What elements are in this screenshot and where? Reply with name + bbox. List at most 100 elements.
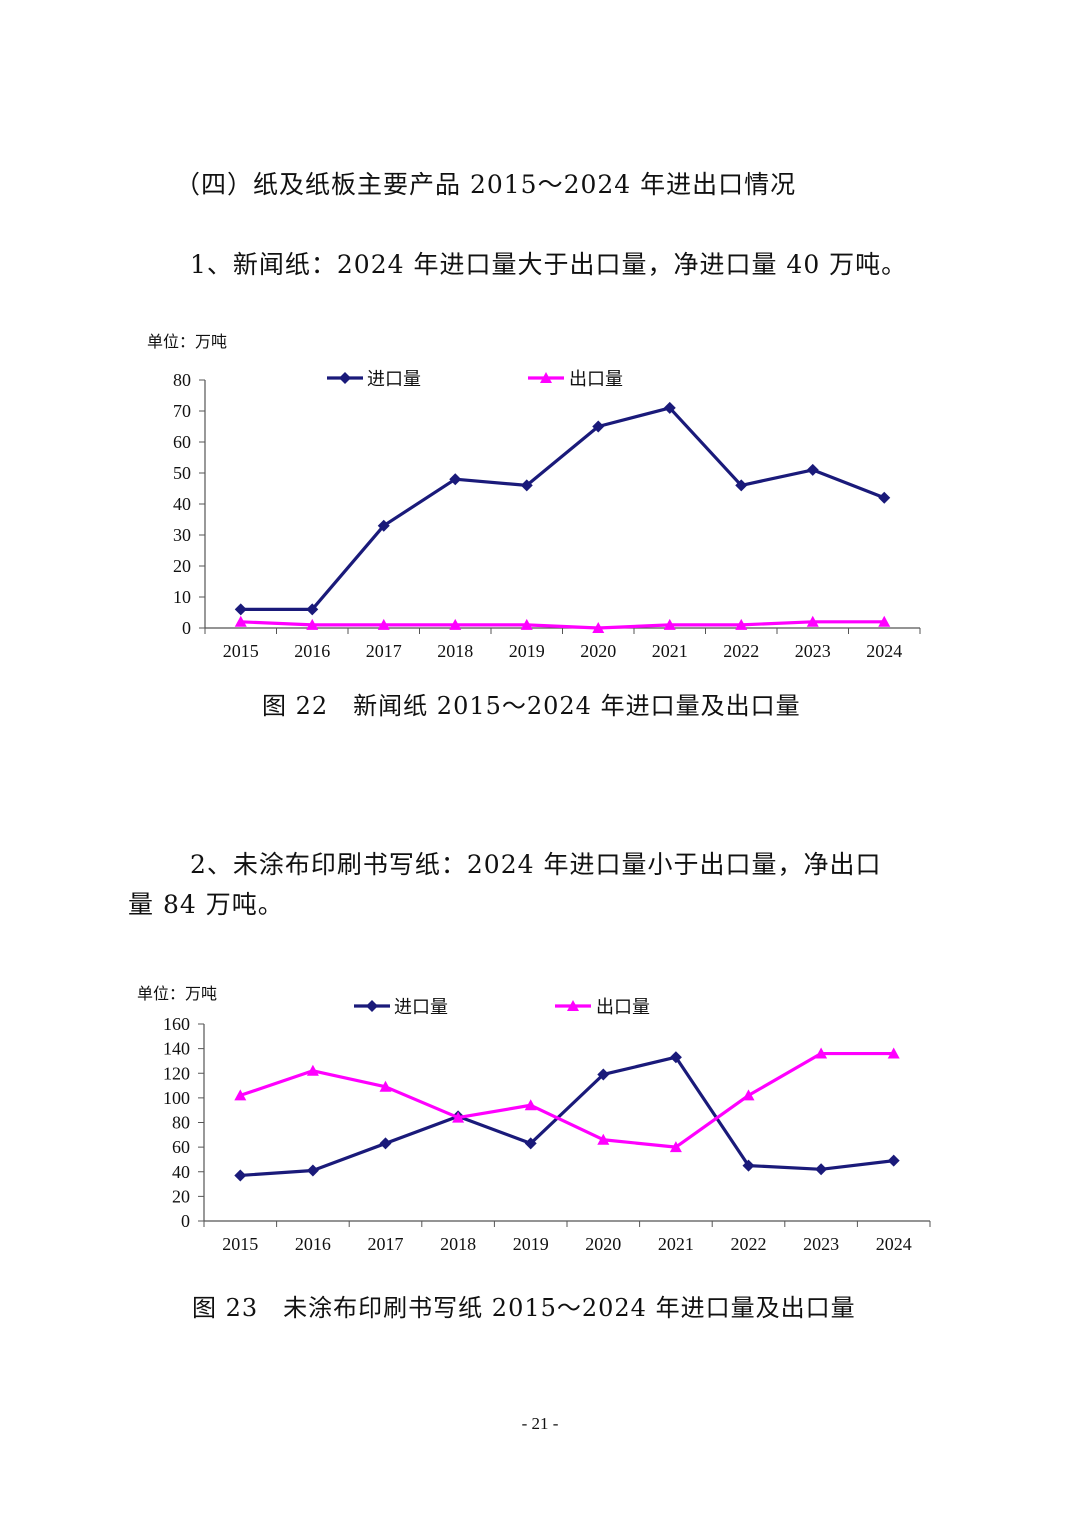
data-point	[234, 1089, 247, 1101]
y-tick-label: 60	[172, 1137, 190, 1157]
chart-newsprint: 单位：万吨 0 10 20 30 40 50 60 70 80 2015 2016 2017 2018 20…	[147, 332, 921, 661]
legend-marker	[366, 1000, 378, 1012]
y-tick-label: 140	[163, 1039, 190, 1059]
unit-label: 单位：万吨	[137, 984, 217, 1003]
x-tick-label: 2020	[580, 641, 616, 661]
x-tick-label: 2023	[795, 641, 831, 661]
data-point	[592, 420, 605, 433]
legend-label: 进口量	[367, 369, 421, 390]
paragraph-newsprint: 1、新闻纸：2024 年进口量大于出口量，净进口量 40 万吨。	[190, 250, 908, 279]
x-tick-label: 2016	[294, 641, 330, 661]
data-point	[520, 479, 533, 492]
x-tick-label: 2024	[876, 1234, 912, 1254]
data-point	[306, 603, 319, 616]
x-tick-label: 2022	[731, 1234, 767, 1254]
legend-item: 进口量	[354, 997, 448, 1018]
data-point	[234, 1169, 247, 1182]
y-tick-label: 120	[163, 1063, 190, 1083]
data-point	[377, 618, 390, 630]
x-tick-label: 2015	[222, 1234, 258, 1254]
x-tick-label: 2018	[437, 641, 473, 661]
data-point	[520, 618, 533, 630]
paragraph-uncoated-line2: 量 84 万吨。	[128, 890, 284, 919]
y-tick-label: 160	[163, 1014, 190, 1034]
y-tick-label: 0	[181, 1211, 190, 1231]
y-tick-label: 10	[173, 587, 191, 607]
data-point	[379, 1137, 392, 1150]
legend-item: 出口量	[555, 997, 650, 1018]
series-line	[240, 406, 885, 612]
data-point	[878, 615, 891, 627]
x-tick-label: 2019	[509, 641, 545, 661]
section-title: （四）纸及纸板主要产品 2015～2024 年进出口情况	[175, 170, 797, 199]
data-point	[379, 1080, 392, 1092]
data-point	[449, 473, 462, 486]
x-tick-label: 2015	[223, 641, 259, 661]
chart-uncoated-paper: 单位：万吨 0 20 40 60 80 100 120 140 160 2015 2016 2017 20…	[137, 984, 931, 1254]
x-tick-label: 2024	[866, 641, 902, 661]
data-point	[377, 519, 390, 532]
x-tick-label: 2021	[652, 641, 688, 661]
x-tick-label: 2019	[513, 1234, 549, 1254]
figure-caption-22: 图 22 新闻纸 2015～2024 年进口量及出口量	[262, 692, 801, 720]
y-tick-label: 40	[173, 494, 191, 514]
x-tick-label: 2023	[803, 1234, 839, 1254]
data-point	[306, 1164, 319, 1177]
figure-caption-23: 图 23 未涂布印刷书写纸 2015～2024 年进口量及出口量	[192, 1294, 856, 1322]
legend-label: 进口量	[394, 997, 448, 1018]
data-point	[742, 1159, 755, 1172]
data-point	[306, 618, 319, 630]
legend-marker	[339, 372, 351, 384]
series-import	[234, 401, 891, 616]
series-export	[234, 615, 891, 633]
series-export	[234, 1047, 900, 1153]
legend-item: 出口量	[528, 369, 623, 390]
legend-marker	[567, 1000, 579, 1011]
data-point	[524, 1137, 537, 1150]
unit-label: 单位：万吨	[147, 332, 227, 351]
y-tick-label: 20	[173, 556, 191, 576]
data-point	[742, 1089, 755, 1101]
data-point	[669, 1141, 682, 1153]
y-tick-label: 20	[172, 1186, 190, 1206]
page-number: - 21 -	[521, 1414, 559, 1433]
y-tick-label: 40	[172, 1162, 190, 1182]
x-tick-label: 2018	[440, 1234, 476, 1254]
data-point	[815, 1047, 828, 1059]
data-point	[234, 603, 247, 616]
data-point	[524, 1099, 537, 1111]
legend-label: 出口量	[569, 369, 623, 390]
data-point	[735, 618, 748, 630]
x-tick-label: 2017	[368, 1234, 404, 1254]
y-tick-label: 70	[173, 401, 191, 421]
data-point	[234, 615, 247, 627]
y-tick-label: 80	[173, 370, 191, 390]
data-point	[663, 618, 676, 630]
series-line	[240, 1055, 894, 1178]
data-point	[735, 479, 748, 492]
series-import	[234, 1051, 900, 1182]
series-line	[240, 620, 885, 630]
data-point	[887, 1047, 900, 1059]
y-tick-label: 100	[163, 1088, 190, 1108]
legend-item: 进口量	[327, 369, 421, 390]
x-tick-label: 2017	[366, 641, 402, 661]
data-point	[597, 1068, 610, 1081]
data-point	[592, 622, 605, 633]
x-tick-label: 2021	[658, 1234, 694, 1254]
data-point	[815, 1163, 828, 1176]
data-point	[669, 1051, 682, 1064]
x-tick-label: 2020	[585, 1234, 621, 1254]
data-point	[878, 491, 891, 504]
y-tick-label: 60	[173, 432, 191, 452]
data-point	[306, 1064, 319, 1076]
data-point	[806, 615, 819, 627]
y-tick-label: 0	[182, 618, 191, 638]
data-point	[452, 1111, 465, 1123]
data-point	[887, 1154, 900, 1167]
y-tick-label: 80	[172, 1113, 190, 1133]
y-tick-label: 30	[173, 525, 191, 545]
series-line	[239, 1051, 894, 1149]
x-tick-label: 2016	[295, 1234, 331, 1254]
